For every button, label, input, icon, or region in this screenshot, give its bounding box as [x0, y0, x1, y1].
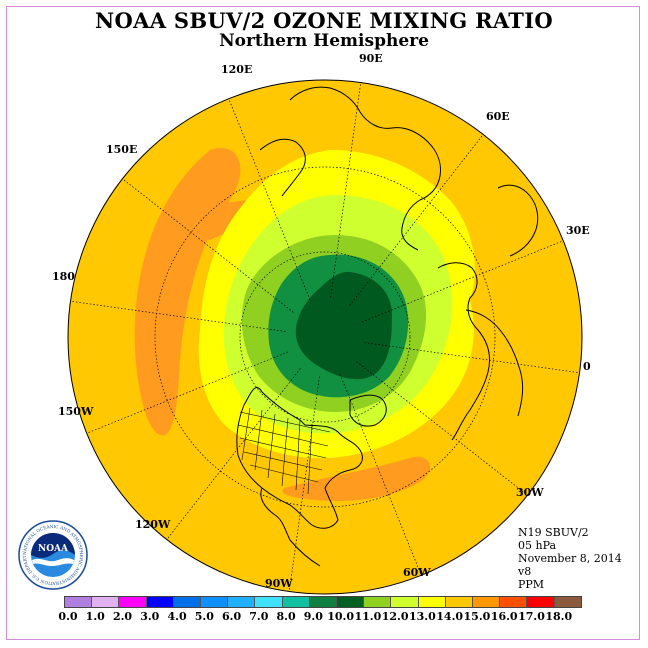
longitude-line [86, 351, 289, 434]
colorbar-tick-label: 10.0 [327, 610, 355, 623]
logo-text: NOAA [38, 544, 69, 554]
high-band-atlantic [282, 456, 431, 502]
lon-label-30w: 30W [516, 486, 544, 499]
colorbar-ticks: 0.0 1.0 2.0 3.0 4.0 5.0 6.0 7.0 8.0 9.0 10.0 11.0 12… [37, 610, 597, 624]
colorbar-tick-label: 4.0 [167, 610, 187, 623]
colorbar-swatch [92, 597, 120, 607]
colorbar-swatch [418, 597, 446, 607]
colorbar-swatch [364, 597, 392, 607]
colorbar-swatch [119, 597, 147, 607]
high-band-north [290, 70, 375, 79]
colorbar-swatch [282, 597, 310, 607]
colorbar-swatch [473, 597, 501, 607]
longitude-line [349, 134, 484, 306]
image-frame [6, 6, 640, 640]
colorbar-swatch [228, 597, 256, 607]
us-states [237, 407, 331, 495]
longitude-line [339, 373, 422, 576]
longitude-line [122, 178, 294, 313]
longitude-line [288, 376, 320, 592]
colorbar-tick-label: 3.0 [140, 610, 160, 623]
colorbar-tick-label: 7.0 [249, 610, 269, 623]
lon-label-60w: 60W [403, 566, 431, 579]
colorbar-swatch [173, 597, 202, 607]
latitude-circles [154, 166, 496, 508]
longitude-line [70, 300, 286, 332]
lon-label-120w: 120W [135, 518, 171, 531]
colorbar-tick-label: 17.0 [518, 610, 545, 623]
colorbar-tick-label: 2.0 [112, 610, 133, 623]
longitude-line [356, 361, 528, 496]
noaa-logo: NATIONAL OCEANIC AND ATMOSPHERIC ADMINIS… [18, 520, 88, 590]
colorbar-tick-label: 18.0 [545, 610, 573, 623]
colorbar-tick-label: 9.0 [303, 610, 323, 623]
colorbar-swatch [201, 597, 229, 607]
colorbar-swatch [445, 597, 474, 607]
lon-label-30e: 30E [566, 224, 590, 237]
colorbar-swatch [65, 597, 93, 607]
lon-label-150e: 150E [106, 143, 138, 156]
longitude-line [361, 240, 564, 323]
longitude-line [364, 342, 580, 374]
colorbar-swatch [527, 597, 555, 607]
dark-green-core [295, 271, 392, 380]
colorbar [64, 596, 582, 608]
longitude-lines [70, 82, 580, 592]
longitude-line [166, 368, 301, 540]
version-label: v8 [518, 565, 532, 578]
colorbar-swatch [391, 597, 419, 607]
lon-label-90w: 90W [265, 577, 293, 590]
colorbar-tick-label: 12.0 [381, 610, 409, 623]
map-boundary [67, 79, 583, 595]
info-block: N19 SBUV/2 05 hPa November 8, 2014 v8 PP… [518, 526, 622, 591]
colorbar-tick-label: 0.0 [58, 610, 78, 623]
colorbar-tick-label: 16.0 [490, 610, 518, 623]
colorbar-tick-label: 1.0 [85, 610, 105, 623]
lon-label-120e: 120E [221, 63, 253, 76]
lon-label-90e: 90E [359, 52, 383, 65]
lon-label-0: 0 [583, 360, 591, 373]
units-label: PPM [518, 578, 545, 591]
colorbar-tick-label: 8.0 [276, 610, 296, 623]
colorbar-tick-label: 5.0 [194, 610, 214, 623]
colorbar-swatch [500, 597, 528, 607]
lon-label-150w: 150W [58, 405, 94, 418]
colorbar-tick-label: 14.0 [436, 610, 464, 623]
longitude-line [330, 82, 362, 298]
lon-label-60e: 60E [486, 110, 510, 123]
date-label: November 8, 2014 [518, 552, 622, 565]
colorbar-swatch [255, 597, 283, 607]
colorbar-swatch [554, 597, 581, 607]
satellite-label: N19 SBUV/2 [518, 526, 589, 539]
colorbar-tick-label: 6.0 [222, 610, 242, 623]
colorbar-tick-label: 13.0 [409, 610, 436, 623]
colorbar-swatch [309, 597, 338, 607]
colorbar-swatch [146, 597, 174, 607]
map-subtitle: Northern Hemisphere [219, 31, 429, 51]
coastlines [236, 86, 539, 567]
colorbar-swatch [337, 597, 365, 607]
colorbar-tick-label: 15.0 [463, 610, 491, 623]
pressure-label: 05 hPa [518, 539, 557, 552]
colorbar-tick-label: 11.0 [354, 610, 382, 623]
longitude-line [228, 98, 311, 301]
lon-label-180: 180 [52, 270, 75, 283]
map-title: NOAA SBUV/2 OZONE MIXING RATIO [95, 8, 553, 33]
